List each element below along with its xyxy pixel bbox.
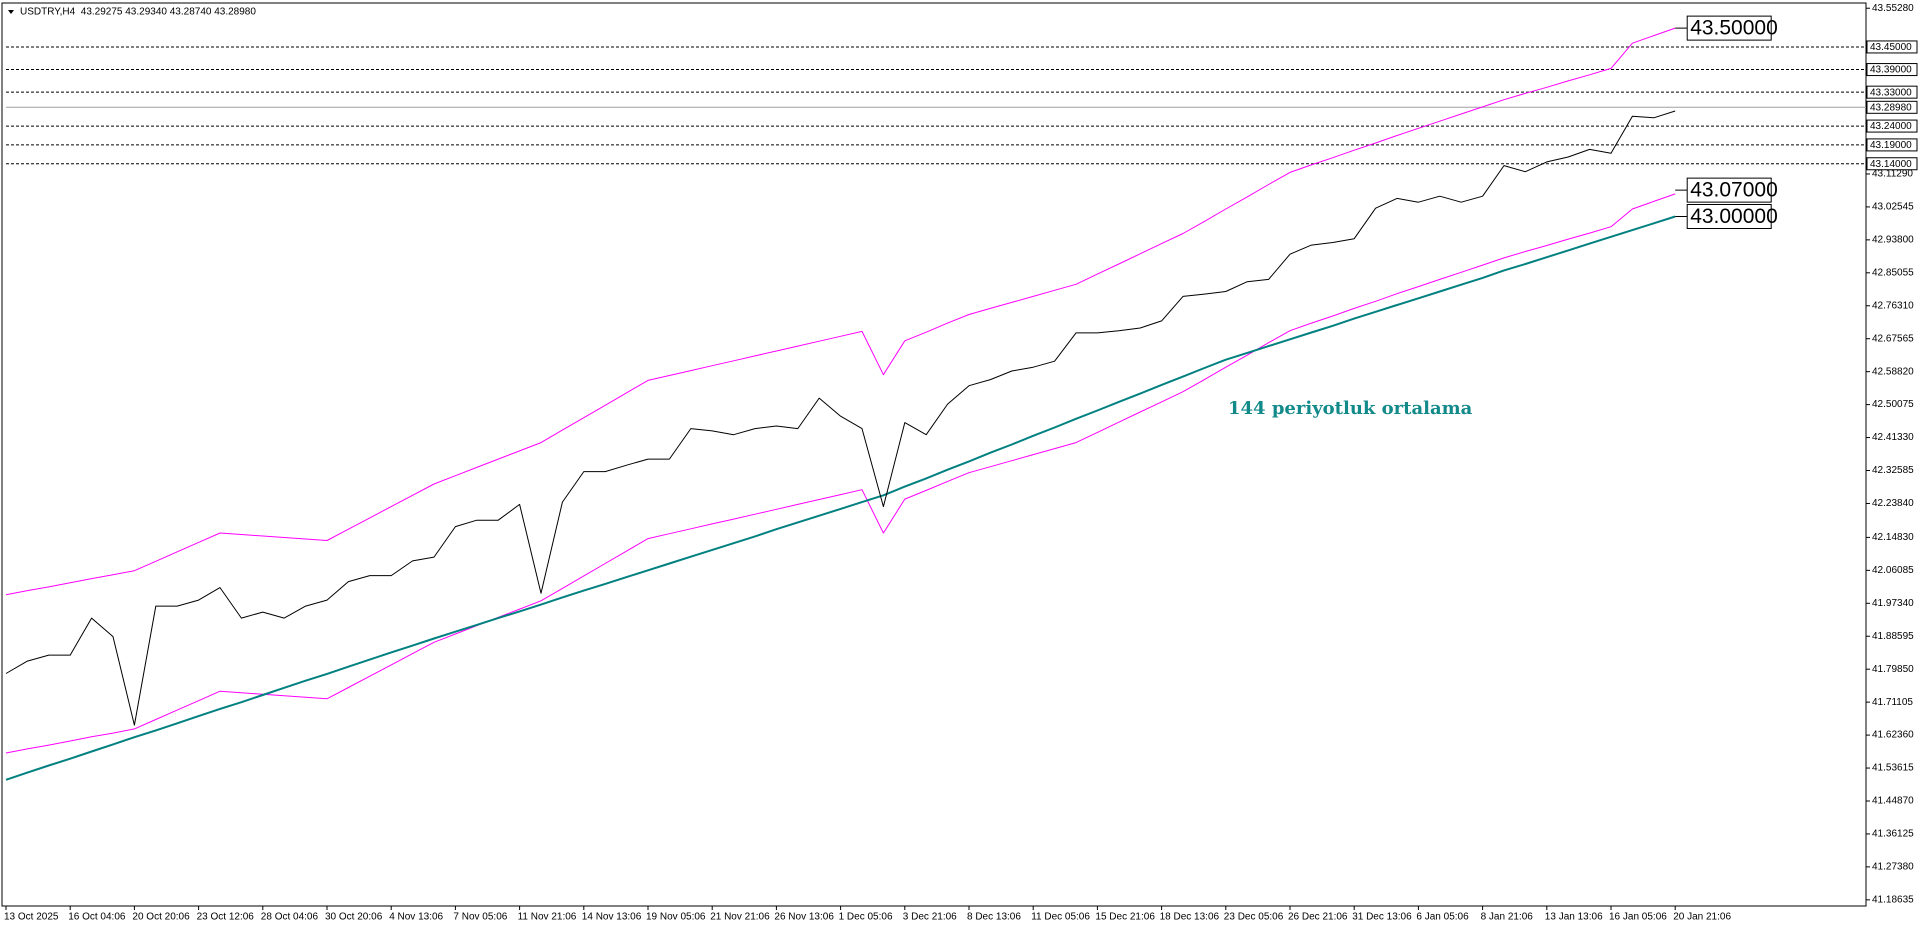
x-tick-label: 6 Jan 05:06 xyxy=(1416,912,1469,923)
callout-label: 43.50000 xyxy=(1690,17,1778,40)
chart-title: USDTRY,H4 43.29275 43.29340 43.28740 43.… xyxy=(20,7,256,18)
x-tick-label: 20 Jan 21:06 xyxy=(1673,912,1731,923)
y-tick-label: 41.36125 xyxy=(1872,829,1914,840)
x-tick-label: 18 Dec 13:06 xyxy=(1160,912,1220,923)
y-tick-label: 42.32585 xyxy=(1872,465,1914,476)
level-label-box xyxy=(1866,85,1918,99)
y-tick-label: 42.41330 xyxy=(1872,432,1914,443)
x-tick-label: 14 Nov 13:06 xyxy=(582,912,642,923)
x-tick-label: 31 Dec 13:06 xyxy=(1352,912,1412,923)
series-line xyxy=(5,110,1676,726)
y-tick-label: 41.53615 xyxy=(1872,763,1914,774)
y-tick-label: 41.79850 xyxy=(1872,664,1914,675)
annotation: 144 periyotluk ortalama xyxy=(1228,398,1473,419)
current-price-label: 43.28980 xyxy=(1870,102,1912,113)
x-tick-label: 13 Jan 13:06 xyxy=(1545,912,1603,923)
callout-label: 43.07000 xyxy=(1690,179,1778,202)
callout-box xyxy=(1686,177,1772,203)
y-tick-label: 41.62360 xyxy=(1872,730,1914,741)
x-tick-label: 21 Nov 21:06 xyxy=(710,912,770,923)
level-label: 43.39000 xyxy=(1870,65,1912,76)
level-label-box xyxy=(1866,40,1918,54)
level-label-box xyxy=(1866,119,1918,133)
y-tick-label: 43.55280 xyxy=(1872,3,1914,14)
y-tick-label: 42.14830 xyxy=(1872,532,1914,543)
series-line xyxy=(5,27,1676,596)
level-label-box xyxy=(1866,138,1918,152)
y-tick-label: 42.93800 xyxy=(1872,235,1914,246)
x-tick-label: 30 Oct 20:06 xyxy=(325,912,383,923)
series-line xyxy=(5,193,1676,754)
y-tick-label: 41.97340 xyxy=(1872,598,1914,609)
series-line xyxy=(5,215,1676,781)
x-tick-label: 23 Dec 05:06 xyxy=(1224,912,1284,923)
x-tick-label: 28 Oct 04:06 xyxy=(261,912,319,923)
level-label: 43.45000 xyxy=(1870,42,1912,53)
x-tick-label: 8 Dec 13:06 xyxy=(967,912,1021,923)
callout-box xyxy=(1686,204,1772,230)
y-tick-label: 41.88595 xyxy=(1872,631,1914,642)
menu-arrow xyxy=(8,10,14,14)
y-tick-label: 41.44870 xyxy=(1872,796,1914,807)
x-tick-label: 15 Dec 21:06 xyxy=(1095,912,1155,923)
x-tick-label: 23 Oct 12:06 xyxy=(197,912,255,923)
level-label: 43.14000 xyxy=(1870,159,1912,170)
x-tick-label: 11 Dec 05:06 xyxy=(1031,912,1090,923)
level-label: 43.19000 xyxy=(1870,140,1912,151)
x-tick-label: 16 Jan 05:06 xyxy=(1609,912,1667,923)
x-tick-label: 16 Oct 04:06 xyxy=(68,912,126,923)
x-tick-label: 4 Nov 13:06 xyxy=(389,912,443,923)
y-tick-label: 42.85055 xyxy=(1872,267,1914,278)
x-tick-label: 26 Dec 21:06 xyxy=(1288,912,1348,923)
level-label-box xyxy=(1866,157,1918,171)
y-tick-label: 41.18635 xyxy=(1872,894,1914,905)
callout-label: 43.00000 xyxy=(1690,205,1778,228)
y-tick-label: 41.27380 xyxy=(1872,862,1914,873)
x-tick-label: 3 Dec 21:06 xyxy=(903,912,957,923)
x-tick-label: 26 Nov 13:06 xyxy=(774,912,834,923)
y-tick-label: 42.67565 xyxy=(1872,333,1914,344)
x-tick-label: 13 Oct 2025 xyxy=(4,912,59,923)
plot-frame xyxy=(1,2,1867,907)
x-tick-label: 20 Oct 20:06 xyxy=(132,912,190,923)
y-tick-label: 41.71105 xyxy=(1872,697,1913,708)
callout-box xyxy=(1686,15,1772,41)
y-tick-label: 43.11290 xyxy=(1872,169,1913,180)
y-tick-label: 42.50075 xyxy=(1872,399,1914,410)
x-tick-label: 8 Jan 21:06 xyxy=(1481,912,1534,923)
x-tick-label: 7 Nov 05:06 xyxy=(453,912,507,923)
y-tick-label: 42.58820 xyxy=(1872,366,1914,377)
x-tick-label: 1 Dec 05:06 xyxy=(839,912,893,923)
level-label: 43.33000 xyxy=(1870,87,1912,98)
current-price-box xyxy=(1866,100,1918,114)
level-label: 43.24000 xyxy=(1870,121,1912,132)
x-tick-label: 11 Nov 21:06 xyxy=(518,912,577,923)
y-tick-label: 42.06085 xyxy=(1872,565,1914,576)
y-tick-label: 42.23840 xyxy=(1872,498,1914,509)
y-tick-label: 42.76310 xyxy=(1872,300,1914,311)
level-label-box xyxy=(1866,63,1918,77)
x-tick-label: 19 Nov 05:06 xyxy=(646,912,706,923)
y-tick-label: 43.02545 xyxy=(1872,202,1914,213)
